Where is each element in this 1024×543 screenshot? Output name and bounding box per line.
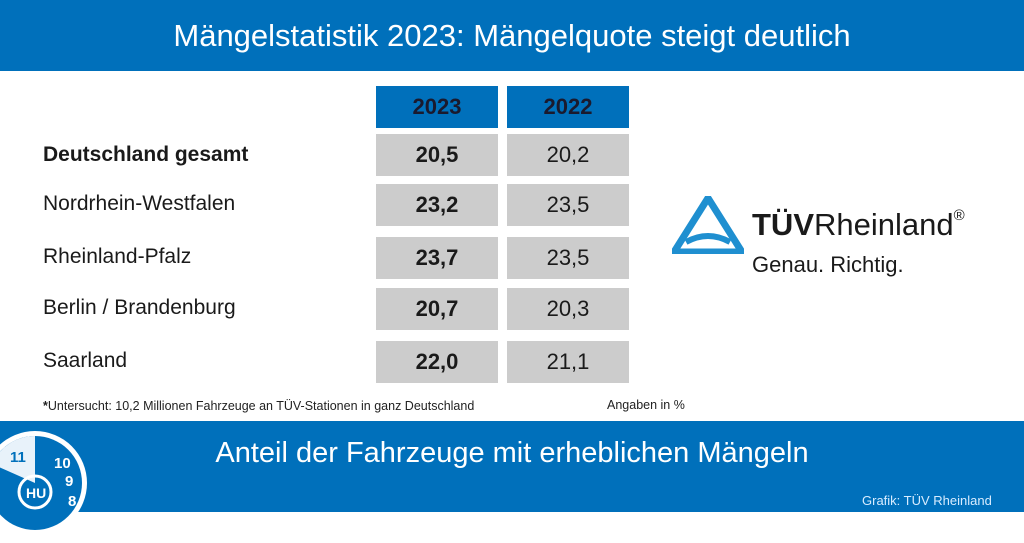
row-label-saarland: Saarland bbox=[43, 349, 128, 372]
value-2023-nrw: 23,2 bbox=[376, 184, 498, 226]
hu-inspection-seal-icon: HU 11 10 9 8 bbox=[0, 428, 90, 543]
bottom-subtitle: Anteil der Fahrzeuge mit erheblichen Män… bbox=[215, 437, 809, 469]
row-label-rlp: Rheinland-Pfalz bbox=[43, 245, 192, 268]
svg-text:11: 11 bbox=[10, 449, 26, 466]
seal-hu-text: HU bbox=[26, 485, 46, 501]
row-label-nrw: Nordrhein-Westfalen bbox=[43, 192, 236, 215]
logo-brand-regular: Rheinland bbox=[814, 207, 954, 242]
svg-text:8: 8 bbox=[68, 493, 76, 510]
value-2022-saarland: 21,1 bbox=[507, 341, 629, 383]
tuv-triangle-icon bbox=[667, 191, 749, 259]
logo-brand-bold: TÜV bbox=[752, 207, 814, 242]
bottom-banner bbox=[0, 421, 1024, 512]
column-header-2023: 2023 bbox=[376, 86, 498, 128]
footnote: *Untersucht: 10,2 Millionen Fahrzeuge an… bbox=[43, 399, 474, 413]
row-label-berlin: Berlin / Brandenburg bbox=[43, 296, 236, 319]
value-2022-rlp: 23,5 bbox=[507, 237, 629, 279]
page-title: Mängelstatistik 2023: Mängelquote steigt… bbox=[173, 17, 851, 53]
value-2023-saarland: 22,0 bbox=[376, 341, 498, 383]
unit-note: Angaben in % bbox=[607, 398, 685, 412]
value-2022-nrw: 23,5 bbox=[507, 184, 629, 226]
graphic-credit: Grafik: TÜV Rheinland bbox=[862, 493, 992, 508]
value-2022-deutschland: 20,2 bbox=[507, 134, 629, 176]
footnote-text: Untersucht: 10,2 Millionen Fahrzeuge an … bbox=[47, 399, 475, 413]
value-2023-rlp: 23,7 bbox=[376, 237, 498, 279]
footnote-marker: * bbox=[43, 399, 48, 413]
svg-text:10: 10 bbox=[54, 455, 71, 472]
value-2023-deutschland: 20,5 bbox=[376, 134, 498, 176]
value-2023-berlin: 20,7 bbox=[376, 288, 498, 330]
logo-tagline: Genau. Richtig. bbox=[752, 252, 904, 277]
logo-wordmark: TÜVRheinland® bbox=[752, 207, 965, 243]
title-banner: Mängelstatistik 2023: Mängelquote steigt… bbox=[0, 0, 1024, 71]
svg-text:9: 9 bbox=[65, 473, 73, 490]
registered-mark: ® bbox=[953, 207, 965, 224]
row-label-deutschland: Deutschland gesamt bbox=[43, 143, 249, 166]
value-2022-berlin: 20,3 bbox=[507, 288, 629, 330]
column-header-2022: 2022 bbox=[507, 86, 629, 128]
